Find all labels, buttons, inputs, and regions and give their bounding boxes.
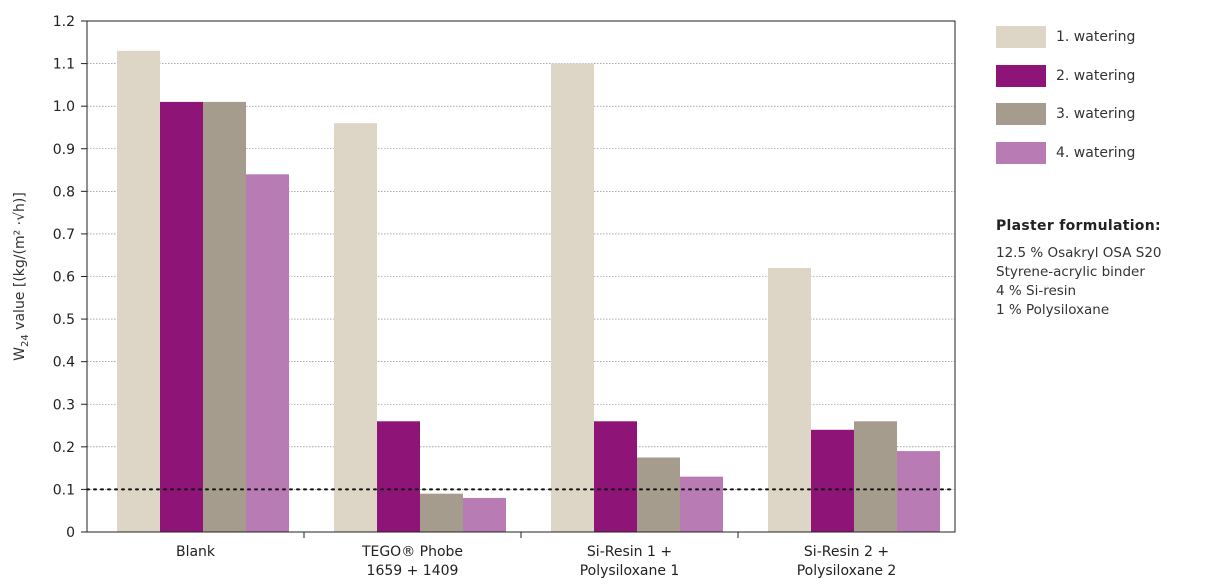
bar-chart: 0 0.1 0.2 0.3 0.4 0.5 0.6 0.7 0.8 0.9 1.0 1.1 1.2 Bla… — [12, 14, 956, 579]
legend-label: 4. watering — [1056, 144, 1136, 161]
x-tick-label: Polysiloxane 1 — [580, 563, 680, 579]
notes-line: 1 % Polysiloxane — [996, 302, 1110, 318]
bar — [334, 123, 377, 532]
y-tick-label: 0.9 — [53, 142, 75, 158]
legend-swatch — [996, 26, 1046, 49]
bar — [551, 63, 594, 532]
y-tick-label: 0.8 — [53, 184, 75, 200]
bar — [420, 493, 463, 532]
bar — [377, 421, 420, 532]
y-tick-label: 0.4 — [53, 355, 75, 371]
y-axis-label: W24 value [(kg/(m² ·√h)] — [12, 192, 31, 361]
bar — [680, 476, 723, 532]
y-axis-label-part: W — [12, 347, 28, 361]
y-tick-label: 0.1 — [53, 482, 75, 498]
x-tick-label: Blank — [176, 544, 216, 560]
bar — [246, 174, 289, 533]
legend-item: 2. watering — [996, 57, 1135, 96]
bar — [160, 101, 203, 533]
x-tick-label: Polysiloxane 2 — [797, 563, 897, 579]
y-tick-label: 0.7 — [53, 227, 75, 243]
notes-line: Styrene-acrylic binder — [996, 264, 1145, 280]
x-tick-label: Si-Resin 2 + — [804, 544, 889, 560]
legend-item: 1. watering — [996, 18, 1135, 57]
legend-swatch — [996, 141, 1046, 164]
legend-item: 3. watering — [996, 95, 1135, 134]
bar — [203, 101, 246, 533]
bar — [463, 497, 506, 532]
y-tick-label: 1.2 — [53, 14, 75, 30]
legend-label: 2. watering — [1056, 67, 1136, 84]
notes-line: 12.5 % Osakryl OSA S20 — [996, 245, 1162, 261]
bar — [594, 421, 637, 532]
bar — [768, 267, 811, 532]
bar — [811, 429, 854, 532]
y-axis-label-part: value [(kg/(m² ·√h)] — [12, 192, 28, 334]
bar — [117, 50, 160, 532]
y-tick-label: 0.6 — [53, 270, 75, 286]
notes-title: Plaster formulation: — [996, 218, 1161, 234]
legend-item: 4. watering — [996, 134, 1135, 173]
bar — [854, 421, 897, 532]
y-tick-label: 0.5 — [53, 312, 75, 328]
y-tick-label: 1.0 — [53, 99, 75, 115]
bar — [897, 451, 940, 532]
y-tick-label: 0 — [66, 525, 75, 541]
plaster-formulation-notes: Plaster formulation: 12.5 % Osakryl OSA … — [996, 218, 1162, 320]
legend: 1. watering 2. watering 3. watering 4. wate… — [996, 18, 1135, 172]
bar — [637, 457, 680, 532]
legend-swatch — [996, 103, 1046, 126]
x-tick-label: Si-Resin 1 + — [587, 544, 672, 560]
legend-label: 1. watering — [1056, 29, 1136, 46]
x-tick-label: TEGO® Phobe — [361, 544, 463, 560]
legend-label: 3. watering — [1056, 106, 1136, 123]
y-tick-label: 1.1 — [53, 57, 75, 73]
x-tick-label: 1659 + 1409 — [367, 563, 459, 579]
y-tick-label: 0.2 — [53, 440, 75, 456]
notes-line: 4 % Si-resin — [996, 283, 1077, 299]
y-tick-label: 0.3 — [53, 397, 75, 413]
y-axis-label-part: 24 — [20, 334, 31, 347]
legend-swatch — [996, 64, 1046, 87]
